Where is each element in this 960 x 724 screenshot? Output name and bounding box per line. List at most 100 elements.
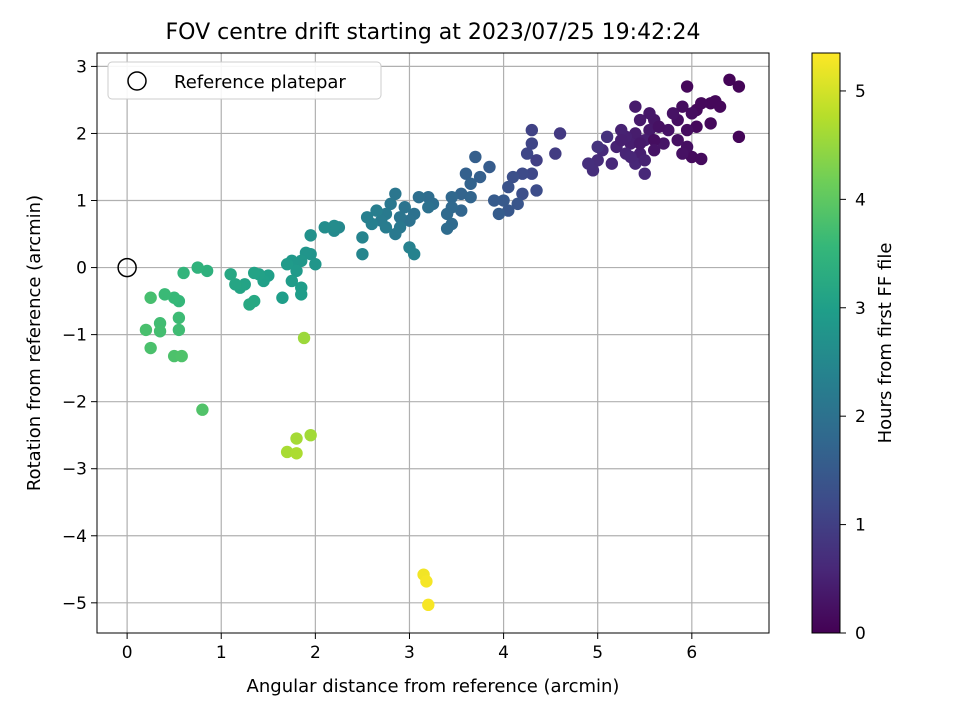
data-point — [200, 264, 214, 278]
x-tick-label: 4 — [498, 643, 509, 663]
data-point — [389, 227, 402, 241]
data-point — [638, 167, 651, 180]
data-point — [290, 264, 303, 278]
data-point — [633, 113, 647, 127]
data-point — [582, 157, 595, 170]
data-point — [502, 204, 515, 217]
data-point — [172, 311, 186, 325]
x-tick-label: 1 — [216, 643, 227, 663]
data-point — [695, 97, 708, 110]
x-tick-label: 6 — [686, 643, 697, 663]
data-point — [473, 170, 487, 184]
data-point — [525, 167, 539, 180]
data-point — [704, 117, 717, 130]
colorbar-tick-label: 3 — [855, 299, 866, 319]
data-point — [502, 180, 515, 194]
plot-frame — [96, 52, 770, 634]
colorbar-label: Hours from first FF file — [875, 243, 896, 444]
colorbar-tick-label: 0 — [855, 624, 866, 644]
data-point — [469, 150, 482, 164]
data-point — [629, 100, 642, 113]
data-point — [285, 274, 299, 288]
data-point — [440, 207, 454, 221]
y-axis-label: Rotation from reference (arcmin) — [24, 195, 45, 491]
data-point — [276, 291, 289, 304]
data-point — [422, 598, 435, 612]
data-point — [139, 323, 153, 337]
data-point — [591, 154, 604, 167]
data-point — [676, 147, 689, 160]
data-point — [398, 201, 411, 214]
y-tick-label: 3 — [76, 57, 87, 77]
data-point — [615, 133, 628, 147]
data-point — [290, 447, 303, 460]
y-tick-label: −3 — [62, 460, 87, 480]
data-point — [464, 177, 477, 190]
data-point — [520, 147, 534, 160]
data-point — [304, 229, 317, 242]
data-point — [666, 107, 680, 120]
data-point — [191, 261, 204, 274]
data-point — [487, 194, 501, 207]
data-point — [295, 254, 308, 268]
data-point — [525, 137, 539, 150]
data-point — [685, 107, 699, 120]
data-point — [280, 258, 294, 271]
data-point — [280, 445, 294, 459]
data-point — [685, 150, 699, 164]
x-axis-ticks: 0 1 2 3 4 5 6 — [122, 633, 697, 663]
y-tick-label: −4 — [62, 527, 87, 547]
data-point — [723, 73, 736, 87]
data-point — [144, 341, 157, 355]
data-point — [144, 291, 157, 304]
data-point — [497, 194, 510, 207]
data-point — [525, 123, 539, 137]
y-tick-label: 2 — [76, 124, 87, 144]
data-point — [483, 160, 496, 174]
data-point — [492, 207, 506, 221]
data-point — [153, 325, 167, 338]
data-point — [680, 123, 694, 137]
x-tick-label: 0 — [122, 643, 133, 663]
colorbar-tick-label: 1 — [855, 516, 866, 536]
colorbar-tick-label: 4 — [855, 190, 866, 210]
data-point — [243, 298, 256, 311]
data-point — [459, 167, 473, 180]
colorbar-ticks: 0 1 2 3 4 5 — [840, 82, 866, 644]
data-point — [732, 80, 746, 93]
data-point — [445, 190, 459, 204]
data-point — [643, 123, 656, 137]
legend-marker-open-circle — [127, 71, 147, 91]
data-point — [676, 100, 689, 113]
x-tick-label: 3 — [404, 643, 415, 663]
colorbar-tick-label: 2 — [855, 407, 866, 427]
data-point — [680, 80, 694, 93]
data-point — [516, 167, 529, 180]
data-point — [407, 247, 421, 261]
data-point — [412, 190, 426, 204]
data-point — [647, 133, 661, 147]
data-point — [290, 432, 303, 445]
data-point — [643, 107, 656, 120]
data-point — [638, 154, 651, 167]
data-point — [652, 120, 666, 133]
data-point — [516, 187, 529, 201]
data-point — [511, 197, 524, 211]
data-point — [530, 154, 543, 167]
legend-box — [107, 61, 382, 100]
data-point — [455, 187, 468, 201]
data-point — [360, 211, 374, 224]
data-point — [506, 170, 520, 184]
data-point — [690, 120, 703, 133]
y-tick-label: 1 — [76, 192, 87, 212]
data-point — [393, 211, 407, 224]
data-point — [247, 266, 261, 280]
data-point — [591, 140, 604, 154]
data-point — [440, 222, 454, 235]
data-point — [615, 123, 628, 137]
data-point — [657, 137, 670, 150]
data-point — [370, 204, 383, 217]
